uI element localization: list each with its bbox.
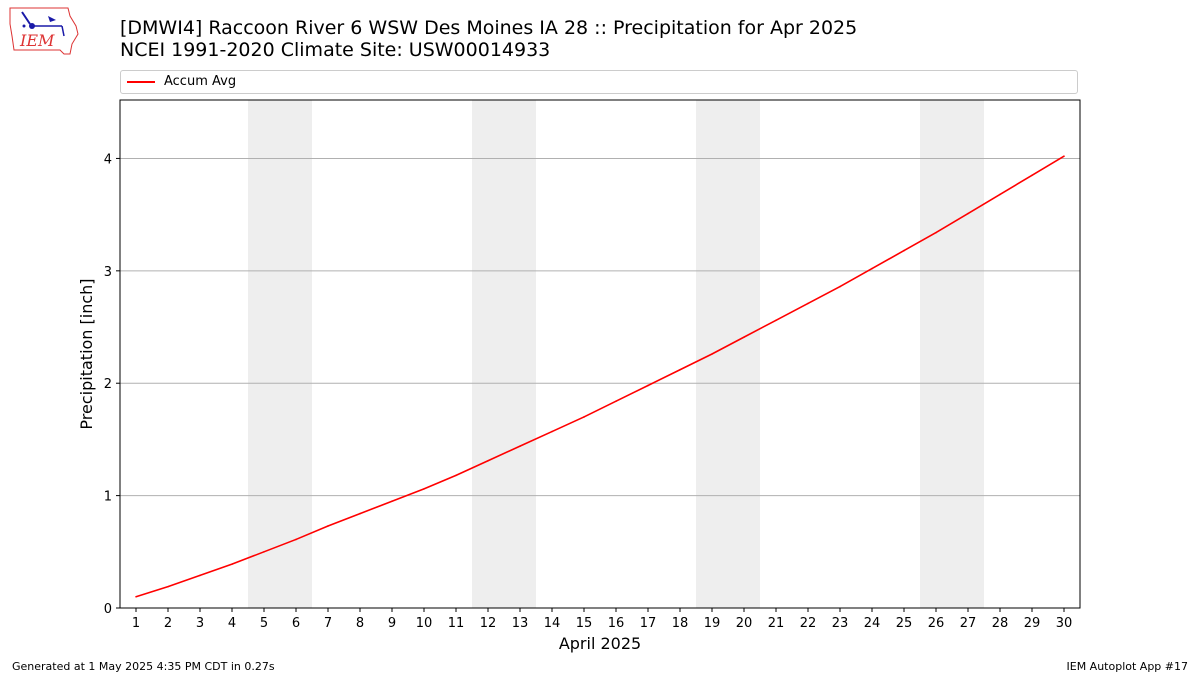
y-tick-label: 0 <box>104 602 112 617</box>
x-tick-label: 27 <box>960 616 977 631</box>
data-point <box>487 459 489 462</box>
x-tick-label: 5 <box>260 616 268 631</box>
data-point <box>647 384 649 387</box>
x-tick-label: 19 <box>704 616 721 631</box>
iem-logo: IEM <box>8 6 80 58</box>
x-tick-label: 18 <box>672 616 689 631</box>
data-point <box>1031 174 1033 177</box>
data-point <box>423 488 425 490</box>
legend: Accum Avg <box>120 70 1078 94</box>
data-point <box>871 267 873 270</box>
data-point <box>391 500 393 503</box>
x-tick-label: 6 <box>292 616 300 631</box>
x-axis-label: April 2025 <box>559 634 641 653</box>
data-point <box>231 563 233 565</box>
plot-frame <box>119 99 1081 609</box>
chart-subtitle: NCEI 1991-2020 Climate Site: USW00014933 <box>120 39 551 61</box>
y-axis-label: Precipitation [inch] <box>77 278 96 429</box>
x-tick-label: 17 <box>640 616 657 631</box>
data-point <box>551 430 553 433</box>
chart-title: [DMWI4] Raccoon River 6 WSW Des Moines I… <box>120 17 858 39</box>
weekend-band <box>472 100 536 608</box>
x-tick-label: 22 <box>800 616 817 631</box>
series-line-accum-avg <box>135 155 1065 598</box>
data-point <box>1063 155 1065 157</box>
data-point <box>263 551 265 553</box>
app-credit: IEM Autoplot App #17 <box>1066 660 1189 673</box>
data-point <box>903 249 905 252</box>
data-point <box>583 416 585 418</box>
y-tick-label: 3 <box>104 265 112 280</box>
data-point <box>775 319 777 322</box>
x-tick-label: 10 <box>416 616 433 631</box>
data-point <box>967 212 969 215</box>
data-point <box>327 525 329 527</box>
x-tick-label: 12 <box>480 616 497 631</box>
x-tick-label: 29 <box>1024 616 1041 631</box>
x-tick-label: 8 <box>356 616 364 631</box>
data-point <box>999 193 1001 196</box>
generated-timestamp: Generated at 1 May 2025 4:35 PM CDT in 0… <box>12 660 275 673</box>
x-tick-label: 20 <box>736 616 753 631</box>
y-tick-label: 1 <box>104 490 112 505</box>
x-tick-label: 11 <box>448 616 465 631</box>
weekend-band <box>920 100 984 608</box>
x-tick-label: 9 <box>388 616 396 631</box>
x-tick-label: 13 <box>512 616 529 631</box>
weekend-band <box>696 100 760 608</box>
x-tick-label: 2 <box>164 616 172 631</box>
data-point <box>839 285 841 288</box>
data-point <box>167 585 169 588</box>
x-tick-label: 1 <box>132 616 140 631</box>
data-point <box>935 231 937 234</box>
x-tick-label: 15 <box>576 616 593 631</box>
data-point <box>615 400 617 403</box>
legend-label: Accum Avg <box>164 74 237 89</box>
y-tick-label: 2 <box>104 377 112 392</box>
x-tick-label: 25 <box>896 616 913 631</box>
data-point <box>519 445 521 447</box>
x-tick-label: 4 <box>228 616 236 631</box>
data-point <box>679 368 681 371</box>
data-point <box>711 353 713 355</box>
iowa-map-icon: IEM <box>9 7 79 55</box>
x-tick-label: 16 <box>608 616 625 631</box>
legend-swatch <box>127 81 155 83</box>
x-tick-label: 3 <box>196 616 204 631</box>
data-point <box>743 336 745 338</box>
y-tick-label: 4 <box>104 152 112 167</box>
x-tick-label: 26 <box>928 616 945 631</box>
data-point <box>199 574 201 577</box>
data-point <box>455 474 457 477</box>
x-tick-label: 21 <box>768 616 785 631</box>
data-point <box>295 538 297 541</box>
x-tick-label: 30 <box>1056 616 1073 631</box>
x-tick-label: 23 <box>832 616 849 631</box>
weekend-band <box>248 100 312 608</box>
data-point <box>359 512 361 515</box>
x-tick-label: 28 <box>992 616 1009 631</box>
logo-text: IEM <box>19 31 55 50</box>
x-tick-label: 14 <box>544 616 561 631</box>
data-point <box>135 595 137 598</box>
x-tick-label: 7 <box>324 616 332 631</box>
data-point <box>807 302 809 305</box>
x-tick-label: 24 <box>864 616 881 631</box>
